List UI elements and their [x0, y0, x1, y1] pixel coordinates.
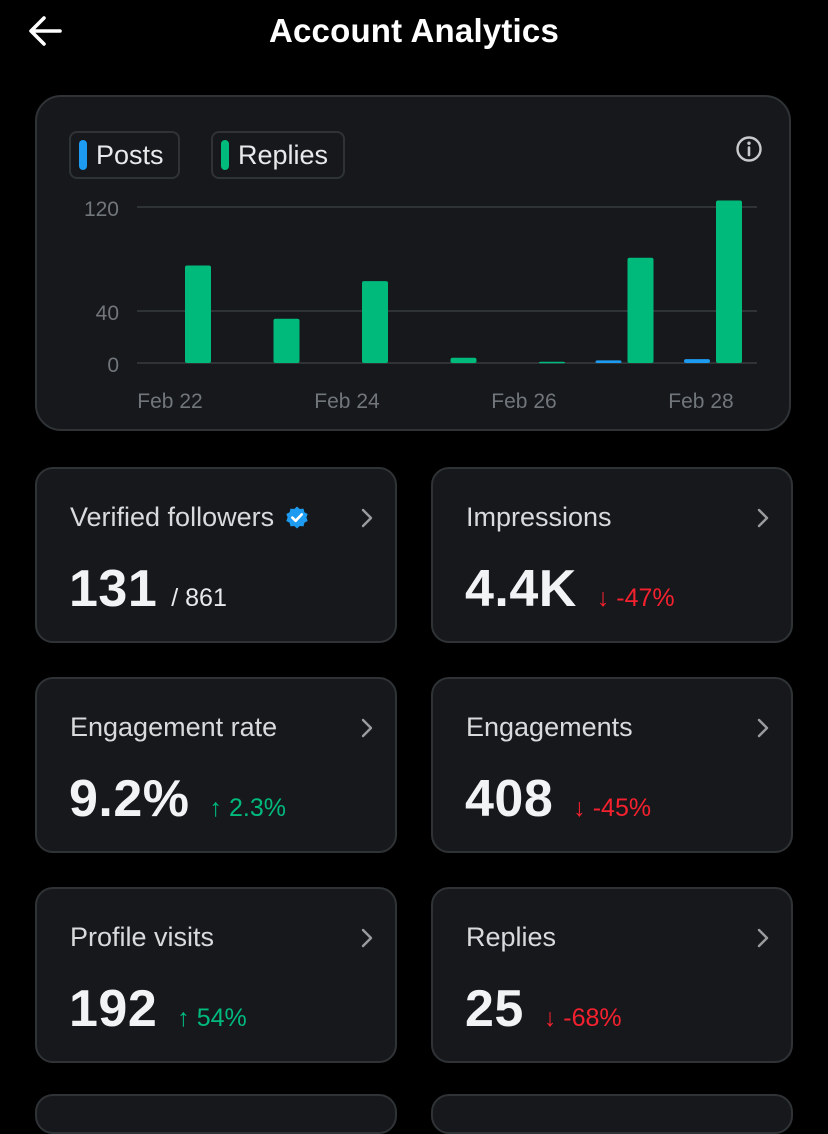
- bar-replies: [273, 318, 300, 363]
- stat-label-row: Profile visits: [70, 922, 214, 953]
- stat-label: Verified followers: [70, 502, 275, 532]
- chart-card: Posts Replies 0 40 120 Feb 22 Feb 24 Feb 26 Fe…: [35, 95, 791, 431]
- chevron-right-icon: [361, 718, 373, 738]
- stat-change: ↑ 2.3%: [209, 794, 286, 822]
- replies-swatch: [221, 140, 229, 170]
- stat-label: Engagement rate: [70, 712, 278, 742]
- chevron-right-icon: [361, 508, 373, 528]
- stat-card-engagements[interactable]: Engagements 408 ↓ -45%: [431, 677, 793, 853]
- verified-badge-icon: [286, 506, 308, 528]
- stat-card-peek[interactable]: [431, 1094, 793, 1134]
- stat-value: 25: [465, 980, 524, 1038]
- stat-value: 192: [69, 980, 158, 1038]
- bar-replies: [362, 281, 388, 363]
- stat-card-verified-followers[interactable]: Verified followers 131 / 861: [35, 467, 397, 643]
- stat-label: Engagements: [466, 712, 633, 742]
- stat-label-row: Impressions: [466, 502, 612, 533]
- stat-change: ↓ -45%: [573, 794, 652, 822]
- y-tick-label: 40: [96, 302, 119, 325]
- stat-card-peek[interactable]: [35, 1094, 397, 1134]
- stat-total: / 861: [171, 584, 227, 612]
- bar-posts: [684, 359, 710, 363]
- posts-swatch: [79, 140, 87, 170]
- y-tick-label: 0: [107, 354, 119, 377]
- stat-value: 131: [69, 560, 158, 618]
- stat-card-engagement-rate[interactable]: Engagement rate 9.2% ↑ 2.3%: [35, 677, 397, 853]
- legend-posts[interactable]: Posts: [69, 131, 180, 179]
- stat-label-row: Engagements: [466, 712, 633, 743]
- chevron-right-icon: [757, 718, 769, 738]
- chevron-right-icon: [757, 508, 769, 528]
- stat-value-row: 25 ↓ -68%: [465, 979, 622, 1039]
- chevron-right-icon: [361, 928, 373, 948]
- stat-value-row: 4.4K ↓ -47%: [465, 559, 675, 619]
- bar-replies: [627, 257, 654, 363]
- bar-replies: [185, 265, 211, 363]
- stat-card-replies[interactable]: Replies 25 ↓ -68%: [431, 887, 793, 1063]
- stat-value-row: 192 ↑ 54%: [69, 979, 247, 1039]
- x-tick-label: Feb 22: [137, 390, 202, 413]
- info-icon: [736, 136, 762, 162]
- legend-posts-label: Posts: [96, 139, 164, 170]
- bar-replies: [450, 357, 477, 363]
- stat-label-row: Replies: [466, 922, 556, 953]
- stat-label: Replies: [466, 922, 557, 952]
- page-title: Account Analytics: [268, 12, 560, 49]
- x-tick-label: Feb 24: [314, 390, 380, 413]
- chevron-right-icon: [757, 928, 769, 948]
- header: Account Analytics: [0, 0, 828, 64]
- stat-value-row: 9.2% ↑ 2.3%: [69, 769, 286, 829]
- bar-replies: [539, 361, 565, 364]
- x-tick-label: Feb 26: [491, 390, 556, 413]
- stat-label-row: Verified followers: [70, 502, 310, 533]
- bar-posts: [595, 360, 622, 363]
- info-button[interactable]: [733, 133, 765, 165]
- stat-value: 4.4K: [465, 560, 577, 618]
- stat-change: ↓ -68%: [543, 1004, 622, 1032]
- stat-value: 408: [465, 770, 554, 828]
- bar-replies: [716, 200, 742, 363]
- bar-chart: 0 40 120 Feb 22 Feb 24 Feb 26 Feb 28: [84, 198, 757, 413]
- stat-change: ↑ 54%: [177, 1004, 247, 1032]
- stat-value: 9.2%: [69, 770, 190, 828]
- back-button[interactable]: [26, 12, 70, 52]
- stat-label: Impressions: [466, 502, 612, 532]
- arrow-left-icon: [29, 16, 62, 46]
- stat-card-profile-visits[interactable]: Profile visits 192 ↑ 54%: [35, 887, 397, 1063]
- stat-value-row: 408 ↓ -45%: [465, 769, 651, 829]
- stat-change: ↓ -47%: [596, 584, 675, 612]
- x-tick-label: Feb 28: [668, 390, 733, 413]
- legend-replies[interactable]: Replies: [211, 131, 345, 179]
- y-tick-label: 120: [84, 198, 119, 221]
- stat-value-row: 131 / 861: [69, 559, 227, 619]
- legend-replies-label: Replies: [238, 139, 329, 170]
- stat-card-impressions[interactable]: Impressions 4.4K ↓ -47%: [431, 467, 793, 643]
- stat-label-row: Engagement rate: [70, 712, 277, 743]
- stat-label: Profile visits: [70, 922, 215, 952]
